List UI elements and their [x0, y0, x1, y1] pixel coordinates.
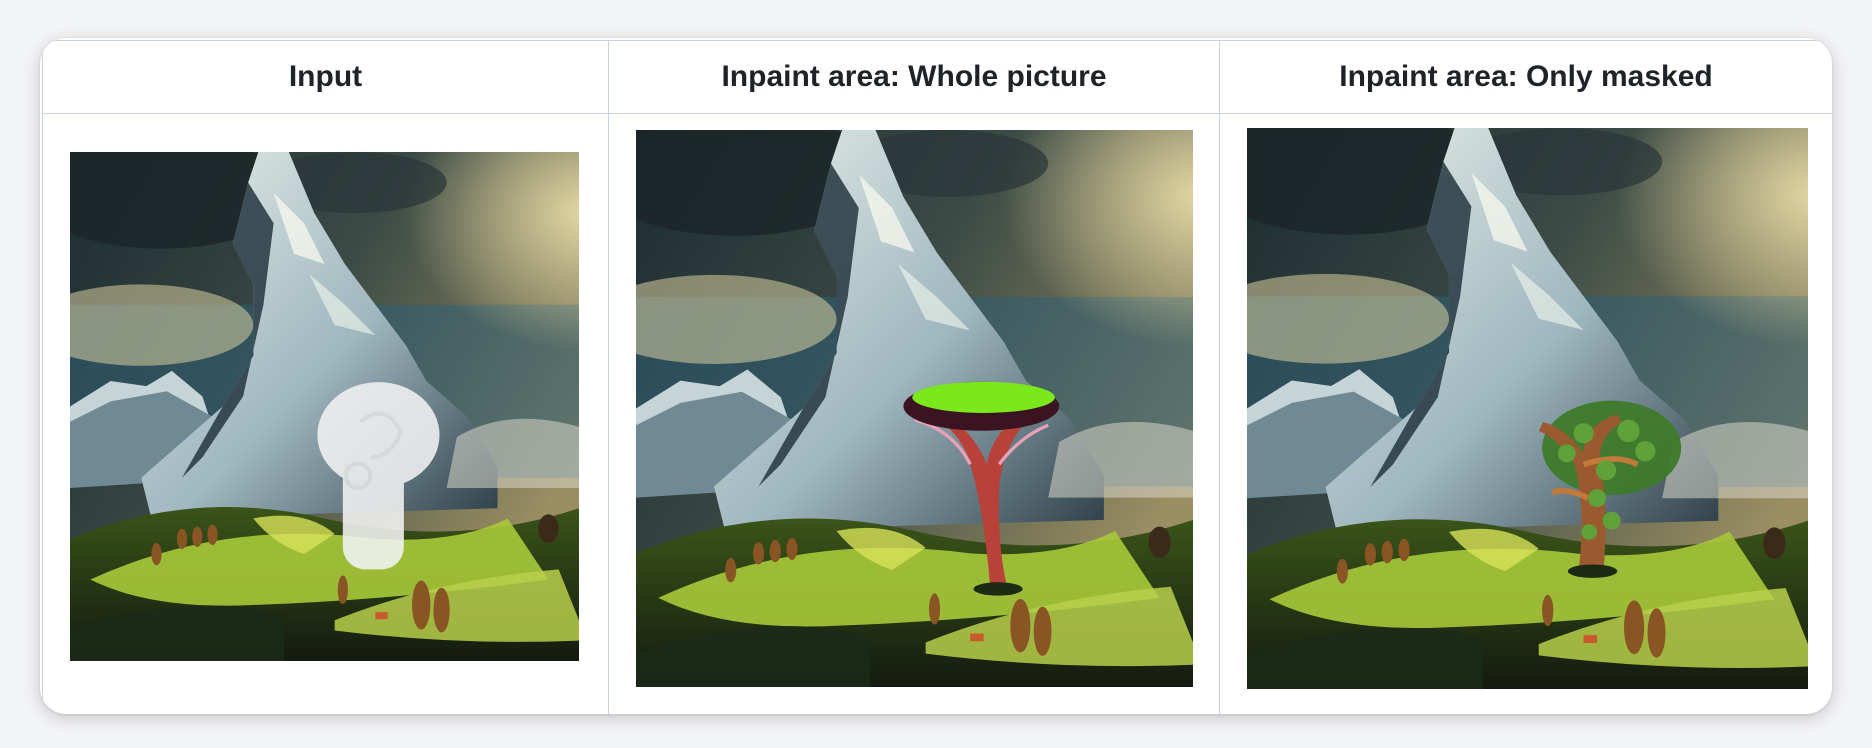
comparison-table: Input Inpaint area: Whole picture Inpain… — [42, 40, 1832, 714]
cell-whole-picture — [608, 113, 1220, 714]
input-image — [70, 152, 579, 661]
only-masked-result-image — [1247, 128, 1808, 689]
comparison-card: Input Inpaint area: Whole picture Inpain… — [40, 38, 1832, 714]
landscape-masked-svg — [1247, 128, 1808, 689]
header-only-masked: Inpaint area: Only masked — [1219, 40, 1832, 114]
landscape-whole-svg — [636, 130, 1193, 687]
image-row — [42, 113, 1832, 714]
header-whole-picture: Inpaint area: Whole picture — [608, 40, 1220, 114]
header-row: Input Inpaint area: Whole picture Inpain… — [42, 40, 1832, 114]
cell-only-masked — [1219, 113, 1832, 714]
whole-picture-result-image — [636, 130, 1193, 687]
landscape-input-svg — [70, 152, 579, 661]
cell-input — [42, 113, 609, 714]
header-input: Input — [42, 40, 609, 114]
